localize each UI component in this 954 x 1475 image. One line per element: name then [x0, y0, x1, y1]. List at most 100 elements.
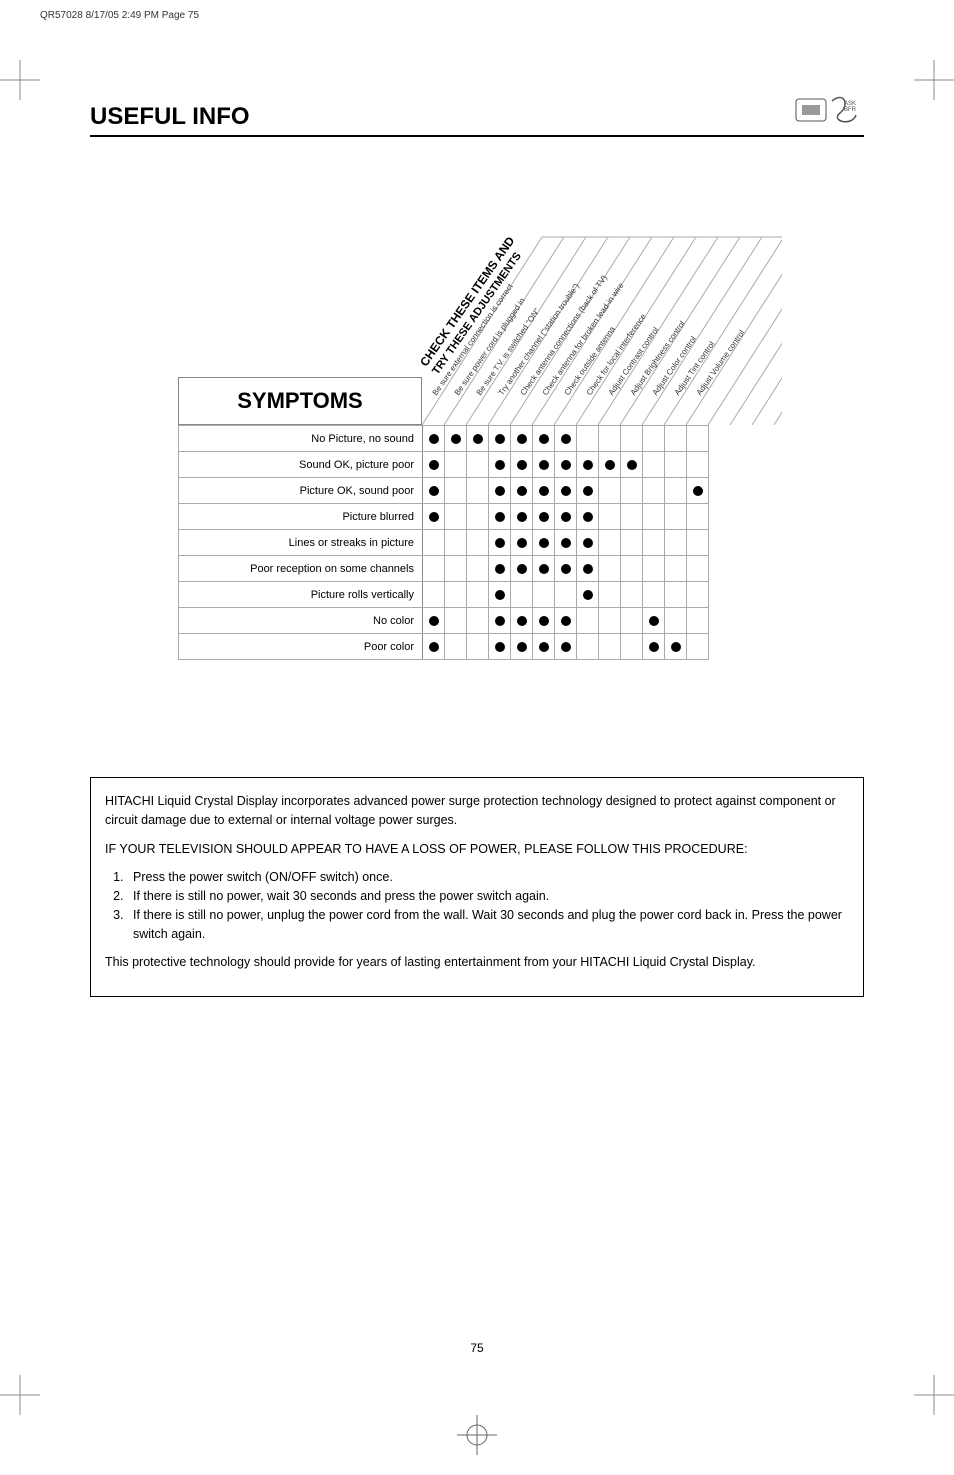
dot-icon: [495, 642, 505, 652]
matrix-cell: [423, 608, 445, 634]
matrix-cell: [577, 556, 599, 582]
dot-icon: [495, 486, 505, 496]
dot-icon: [539, 512, 549, 522]
table-row: No color: [179, 608, 709, 634]
matrix-cell: [423, 478, 445, 504]
page-body: USEFUL INFO ASK BFR CHECK THESE ITEMS AN…: [0, 21, 954, 997]
column-header: Check for local interference: [585, 312, 648, 397]
dot-icon: [495, 512, 505, 522]
symptoms-table: No Picture, no soundSound OK, picture po…: [178, 425, 709, 660]
matrix-cell: [467, 530, 489, 556]
dot-icon: [517, 564, 527, 574]
matrix-cell: [665, 452, 687, 478]
matrix-cell: [423, 504, 445, 530]
registration-mark-icon: [914, 60, 954, 100]
matrix-cell: [599, 608, 621, 634]
matrix-cell: [533, 608, 555, 634]
dot-icon: [561, 616, 571, 626]
matrix-cell: [555, 452, 577, 478]
matrix-cell: [555, 426, 577, 452]
matrix-cell: [555, 556, 577, 582]
check-these-heading: CHECK THESE ITEMS AND TRY THESE ADJUSTME…: [417, 234, 529, 377]
matrix-cell: [511, 478, 533, 504]
matrix-cell: [665, 634, 687, 660]
table-row: Poor reception on some channels: [179, 556, 709, 582]
dot-icon: [539, 434, 549, 444]
matrix-cell: [621, 504, 643, 530]
table-row: Picture OK, sound poor: [179, 478, 709, 504]
dot-icon: [539, 486, 549, 496]
surge-step: Press the power switch (ON/OFF switch) o…: [127, 868, 849, 887]
symptom-label: Poor reception on some channels: [179, 556, 423, 582]
symptom-label: Picture rolls vertically: [179, 582, 423, 608]
column-header: Be sure power cord is plugged in: [453, 296, 527, 397]
dot-icon: [605, 460, 615, 470]
matrix-cell: [533, 582, 555, 608]
dot-icon: [561, 564, 571, 574]
matrix-cell: [445, 634, 467, 660]
matrix-cell: [643, 582, 665, 608]
dot-icon: [561, 642, 571, 652]
dot-icon: [473, 434, 483, 444]
matrix-cell: [643, 530, 665, 556]
matrix-cell: [687, 556, 709, 582]
matrix-cell: [577, 582, 599, 608]
heading-line-2: TRY THESE ADJUSTMENTS: [430, 250, 524, 377]
table-row: Lines or streaks in picture: [179, 530, 709, 556]
matrix-cell: [687, 634, 709, 660]
dot-icon: [649, 616, 659, 626]
matrix-cell: [445, 504, 467, 530]
matrix-cell: [577, 634, 599, 660]
matrix-cell: [533, 452, 555, 478]
surge-steps-list: Press the power switch (ON/OFF switch) o…: [127, 868, 849, 943]
matrix-cell: [467, 478, 489, 504]
dot-icon: [429, 486, 439, 496]
matrix-cell: [599, 504, 621, 530]
symptom-label: Picture blurred: [179, 504, 423, 530]
ask-before-icon: ASK BFR: [794, 91, 864, 131]
dot-icon: [561, 538, 571, 548]
table-row: Picture rolls vertically: [179, 582, 709, 608]
dot-icon: [583, 538, 593, 548]
surge-paragraph-1: HITACHI Liquid Crystal Display incorpora…: [105, 792, 849, 830]
matrix-cell: [423, 582, 445, 608]
matrix-cell: [511, 556, 533, 582]
matrix-cell: [533, 426, 555, 452]
matrix-cell: [489, 530, 511, 556]
matrix-cell: [599, 634, 621, 660]
matrix-cell: [423, 426, 445, 452]
table-row: Picture blurred: [179, 504, 709, 530]
matrix-cell: [489, 452, 511, 478]
matrix-cell: [445, 478, 467, 504]
matrix-cell: [577, 478, 599, 504]
matrix-cell: [599, 582, 621, 608]
matrix-cell: [533, 478, 555, 504]
page-number: 75: [470, 1341, 483, 1355]
matrix-cell: [533, 504, 555, 530]
column-headers: CHECK THESE ITEMS AND TRY THESE ADJUSTME…: [430, 187, 850, 397]
dot-icon: [539, 538, 549, 548]
dot-icon: [583, 590, 593, 600]
dot-icon: [517, 616, 527, 626]
dot-icon: [517, 460, 527, 470]
matrix-cell: [489, 556, 511, 582]
matrix-cell: [489, 582, 511, 608]
dot-icon: [495, 616, 505, 626]
dot-icon: [429, 512, 439, 522]
dot-icon: [429, 460, 439, 470]
troubleshooting-matrix: CHECK THESE ITEMS AND TRY THESE ADJUSTME…: [90, 217, 864, 677]
dot-icon: [627, 460, 637, 470]
table-row: Poor color: [179, 634, 709, 660]
matrix-cell: [665, 608, 687, 634]
matrix-cell: [511, 426, 533, 452]
symptom-label: Picture OK, sound poor: [179, 478, 423, 504]
dot-icon: [429, 434, 439, 444]
dot-icon: [583, 460, 593, 470]
matrix-cell: [445, 582, 467, 608]
column-header: Be sure T.V. is switched "ON": [475, 307, 542, 397]
surge-heading: IF YOUR TELEVISION SHOULD APPEAR TO HAVE…: [105, 840, 849, 859]
matrix-cell: [599, 556, 621, 582]
column-header: Adjust Tint control: [673, 340, 717, 397]
matrix-cell: [621, 478, 643, 504]
matrix-cell: [445, 426, 467, 452]
